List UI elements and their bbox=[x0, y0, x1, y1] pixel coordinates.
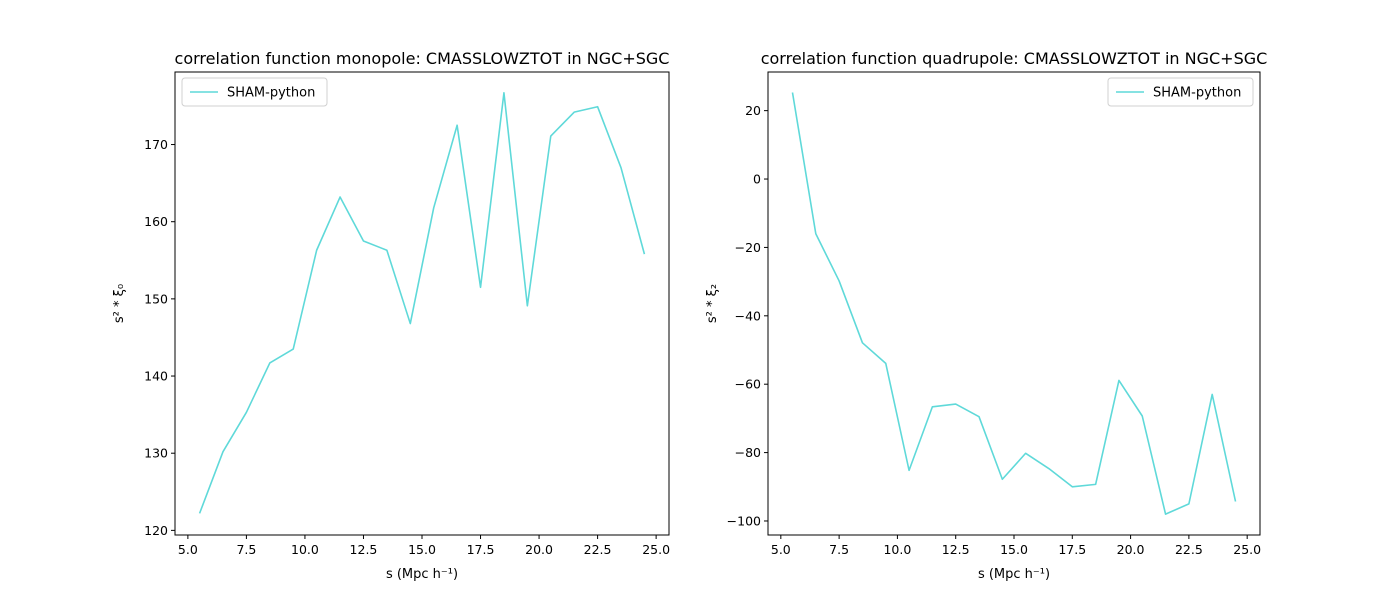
x-tick-label: 22.5 bbox=[1175, 542, 1203, 557]
data-point bbox=[480, 286, 482, 288]
y-tick-label: 150 bbox=[144, 291, 168, 306]
data-point bbox=[503, 92, 505, 94]
data-point bbox=[1211, 394, 1213, 396]
y-tick-label: −40 bbox=[735, 308, 761, 323]
data-point bbox=[644, 253, 646, 255]
x-tick-label: 17.5 bbox=[1058, 542, 1086, 557]
x-tick-label: 7.5 bbox=[236, 542, 256, 557]
data-point bbox=[316, 249, 318, 251]
x-tick-label: 17.5 bbox=[467, 542, 495, 557]
data-point bbox=[1095, 483, 1097, 485]
x-tick-label: 10.0 bbox=[291, 542, 319, 557]
y-tick-label: −80 bbox=[735, 445, 761, 460]
data-point bbox=[1071, 486, 1073, 488]
legend: SHAM-python bbox=[181, 77, 328, 107]
data-point bbox=[222, 451, 224, 453]
data-point bbox=[526, 305, 528, 307]
chart-title: correlation function monopole: CMASSLOWZ… bbox=[175, 49, 670, 68]
y-axis-label: s² * ξ₂ bbox=[705, 284, 720, 323]
series-line-1 bbox=[791, 92, 1237, 515]
data-point bbox=[386, 249, 388, 251]
y-tick-label: 140 bbox=[144, 369, 168, 384]
data-point bbox=[573, 111, 575, 113]
x-axis-label: s (Mpc h⁻¹) bbox=[386, 567, 458, 582]
y-tick-label: 170 bbox=[144, 137, 168, 152]
x-tick-label: 22.5 bbox=[584, 542, 612, 557]
y-tick-label: −100 bbox=[727, 513, 761, 528]
series-line-1 bbox=[198, 92, 646, 514]
y-axis-label: s² * ξ₀ bbox=[112, 284, 127, 323]
data-point bbox=[1118, 380, 1120, 382]
x-tick-label: 12.5 bbox=[350, 542, 378, 557]
x-tick-label: 20.0 bbox=[525, 542, 553, 557]
data-point bbox=[838, 280, 840, 282]
data-point bbox=[885, 362, 887, 364]
x-tick-label: 25.0 bbox=[642, 542, 670, 557]
data-point bbox=[456, 124, 458, 126]
data-point bbox=[363, 240, 365, 242]
x-tick-label: 10.0 bbox=[883, 542, 911, 557]
y-tick-label: 130 bbox=[144, 446, 168, 461]
subplot-1: correlation function monopole: CMASSLOWZ… bbox=[112, 49, 670, 582]
data-point bbox=[292, 348, 294, 350]
data-point bbox=[199, 512, 201, 514]
data-point bbox=[433, 207, 435, 209]
x-tick-label: 20.0 bbox=[1117, 542, 1145, 557]
chart-title: correlation function quadrupole: CMASSLO… bbox=[761, 49, 1268, 68]
legend-label: SHAM-python bbox=[1153, 86, 1241, 101]
y-tick-label: 120 bbox=[144, 523, 168, 538]
y-tick-label: 20 bbox=[745, 103, 761, 118]
data-point bbox=[815, 233, 817, 235]
data-point bbox=[246, 411, 248, 413]
data-point bbox=[862, 342, 864, 344]
subplot-2: correlation function quadrupole: CMASSLO… bbox=[705, 49, 1267, 582]
data-point bbox=[1141, 415, 1143, 417]
data-point bbox=[1165, 513, 1167, 515]
data-point bbox=[1048, 468, 1050, 470]
x-tick-label: 15.0 bbox=[408, 542, 436, 557]
legend-box bbox=[1107, 77, 1254, 107]
data-point bbox=[1025, 452, 1027, 454]
data-point bbox=[597, 106, 599, 108]
legend-box bbox=[181, 77, 328, 107]
y-tick-label: 160 bbox=[144, 214, 168, 229]
y-tick-label: −20 bbox=[735, 240, 761, 255]
legend-label: SHAM-python bbox=[227, 86, 315, 101]
data-point bbox=[1235, 501, 1237, 503]
data-point bbox=[1001, 478, 1003, 480]
x-tick-label: 25.0 bbox=[1233, 542, 1261, 557]
data-point bbox=[1188, 503, 1190, 505]
x-tick-label: 12.5 bbox=[942, 542, 970, 557]
y-tick-label: 0 bbox=[753, 172, 761, 187]
data-point bbox=[978, 416, 980, 418]
x-tick-label: 15.0 bbox=[1000, 542, 1028, 557]
data-point bbox=[908, 469, 910, 471]
data-point bbox=[931, 406, 933, 408]
data-point bbox=[792, 92, 794, 94]
y-tick-label: −60 bbox=[735, 377, 761, 392]
x-tick-label: 5.0 bbox=[178, 542, 198, 557]
data-point bbox=[955, 403, 957, 405]
data-point bbox=[620, 167, 622, 169]
x-axis-label: s (Mpc h⁻¹) bbox=[978, 567, 1050, 582]
x-tick-label: 7.5 bbox=[829, 542, 849, 557]
data-point bbox=[409, 323, 411, 325]
data-point bbox=[269, 362, 271, 364]
x-tick-label: 5.0 bbox=[771, 542, 791, 557]
legend: SHAM-python bbox=[1107, 77, 1254, 107]
data-point bbox=[339, 196, 341, 198]
data-point bbox=[550, 135, 552, 137]
